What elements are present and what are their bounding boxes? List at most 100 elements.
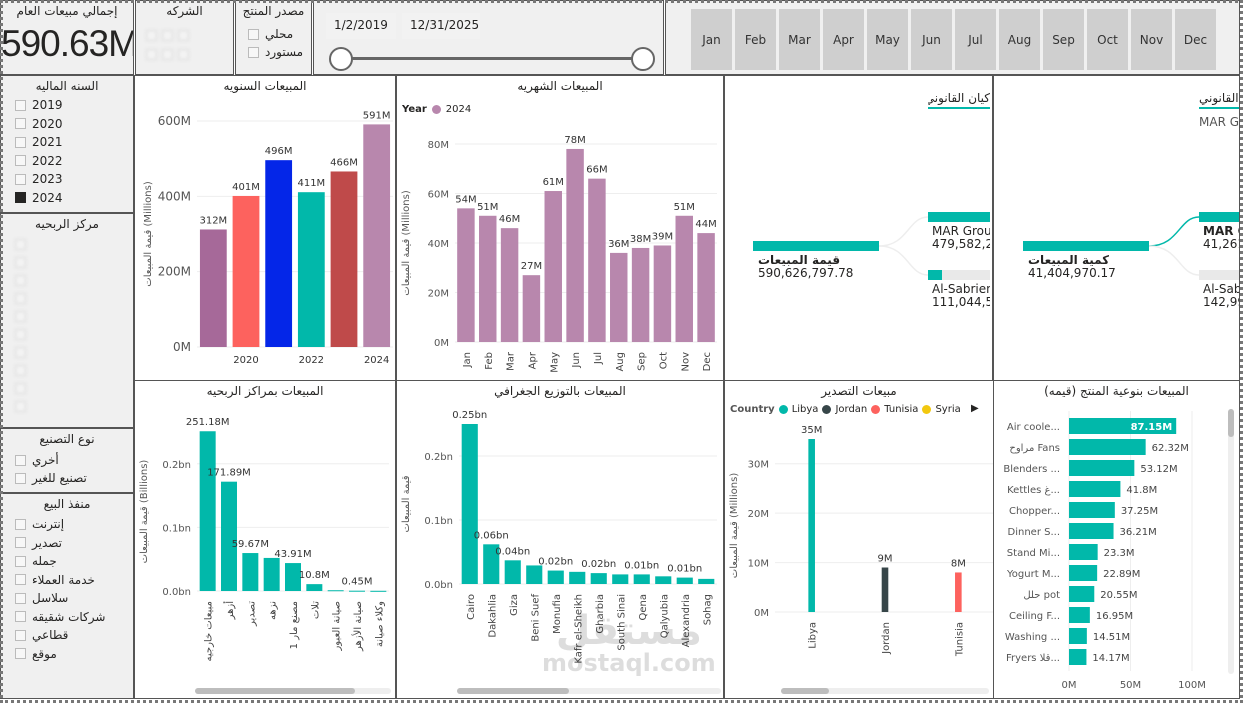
bar-وكلاء صيانة[interactable] bbox=[370, 590, 387, 592]
month-button-jul[interactable]: Jul bbox=[955, 9, 996, 70]
outlet-item[interactable]: إنترنت bbox=[15, 515, 64, 533]
bar-صيانة العبور[interactable] bbox=[327, 590, 344, 592]
bar-Qena[interactable] bbox=[633, 574, 650, 584]
checkbox[interactable] bbox=[15, 173, 26, 185]
bar-Kafr el-Sheikh[interactable] bbox=[569, 571, 586, 584]
bar-Yogurt M...[interactable] bbox=[1069, 565, 1098, 581]
bar-حلل pot[interactable] bbox=[1069, 586, 1095, 602]
bar-Beni Suef[interactable] bbox=[526, 565, 543, 584]
year-item-2020[interactable]: 2020 bbox=[15, 115, 63, 133]
legend-item[interactable]: Jordan bbox=[835, 404, 868, 415]
outlet-item[interactable]: تصدير bbox=[15, 534, 62, 552]
bar-Fryers قلا...[interactable] bbox=[1069, 649, 1087, 665]
manufacturing-item-contract[interactable]: تصنيع للغير bbox=[15, 469, 87, 487]
bar-Ceiling F...[interactable] bbox=[1069, 607, 1090, 623]
bar-مراوح Fans[interactable] bbox=[1069, 439, 1146, 455]
horizontal-scrollbar[interactable] bbox=[781, 688, 989, 694]
bar-Jun[interactable] bbox=[566, 148, 584, 342]
outlet-item[interactable]: قطاعي bbox=[15, 626, 68, 644]
end-date-input[interactable]: 12/31/2025 bbox=[402, 13, 480, 39]
bar-2020[interactable] bbox=[232, 195, 260, 347]
bar-Monufia[interactable] bbox=[547, 570, 564, 584]
month-button-sep[interactable]: Sep bbox=[1043, 9, 1084, 70]
legend-item[interactable]: Syria bbox=[935, 404, 961, 415]
checkbox[interactable] bbox=[15, 537, 26, 548]
checkbox[interactable] bbox=[248, 28, 259, 40]
checkbox[interactable] bbox=[15, 555, 26, 567]
vertical-scrollbar[interactable] bbox=[1228, 409, 1234, 674]
legend-item[interactable]: 2024 bbox=[445, 104, 472, 115]
outlet-item[interactable]: سلاسل bbox=[15, 589, 68, 607]
bar-Kettles غ...[interactable] bbox=[1069, 481, 1121, 497]
outlet-item[interactable]: جمله bbox=[15, 552, 57, 570]
month-button-jun[interactable]: Jun bbox=[911, 9, 952, 70]
checkbox[interactable] bbox=[15, 329, 26, 340]
decomposition-tree-quantity[interactable]: القانوني MAR Gr كمية المبيعات 41,404,970.17… bbox=[993, 75, 1240, 381]
checkbox[interactable] bbox=[15, 472, 26, 484]
bar-صيانة الأزهر[interactable] bbox=[349, 590, 365, 592]
checkbox[interactable] bbox=[15, 574, 26, 585]
checkbox[interactable] bbox=[15, 257, 26, 268]
bar-Blenders ...[interactable] bbox=[1069, 460, 1135, 476]
month-button-dec[interactable]: Dec bbox=[1175, 9, 1216, 70]
bar-2019[interactable] bbox=[199, 229, 227, 347]
bar-2024[interactable] bbox=[363, 124, 391, 347]
bar-Alexandria[interactable] bbox=[676, 577, 693, 584]
bar-Feb[interactable] bbox=[479, 215, 497, 342]
checkbox[interactable] bbox=[15, 592, 26, 604]
legend-item[interactable]: Tunisia bbox=[884, 404, 919, 415]
bar-Jordan[interactable] bbox=[881, 567, 889, 612]
bar-Mar[interactable] bbox=[500, 228, 519, 342]
month-button-feb[interactable]: Feb bbox=[735, 9, 776, 70]
year-item-2023[interactable]: 2023 bbox=[15, 170, 63, 188]
outlet-item[interactable]: موقع bbox=[15, 645, 57, 663]
checkbox[interactable] bbox=[15, 365, 26, 376]
outlet-item[interactable]: خدمة العملاء bbox=[15, 571, 95, 589]
year-item-2021[interactable]: 2021 bbox=[15, 133, 63, 151]
month-button-mar[interactable]: Mar bbox=[779, 9, 820, 70]
bar-Gharbia[interactable] bbox=[590, 573, 607, 584]
bar-أزهر[interactable] bbox=[221, 481, 237, 591]
month-button-oct[interactable]: Oct bbox=[1087, 9, 1128, 70]
bar-May[interactable] bbox=[544, 191, 562, 342]
manufacturing-item-other[interactable]: أخري bbox=[15, 451, 59, 469]
bar-Qalyubia[interactable] bbox=[655, 576, 672, 584]
bar-نزهه[interactable] bbox=[263, 557, 280, 591]
root-bar[interactable] bbox=[753, 241, 879, 251]
level-title[interactable]: القانوني bbox=[1199, 91, 1239, 109]
month-button-apr[interactable]: Apr bbox=[823, 9, 864, 70]
year-item-2024[interactable]: 2024 bbox=[15, 189, 63, 207]
month-button-aug[interactable]: Aug bbox=[999, 9, 1040, 70]
legend-item[interactable]: Libya bbox=[791, 404, 819, 415]
month-button-nov[interactable]: Nov bbox=[1131, 9, 1172, 70]
checkbox[interactable] bbox=[15, 275, 26, 286]
horizontal-scrollbar[interactable] bbox=[195, 688, 391, 694]
bar-Aug[interactable] bbox=[610, 252, 628, 342]
checkbox[interactable] bbox=[15, 629, 26, 641]
checkbox[interactable] bbox=[15, 383, 26, 394]
bar-Air coole...[interactable] bbox=[1069, 418, 1177, 434]
checkbox[interactable] bbox=[15, 192, 26, 203]
bar-تلات[interactable] bbox=[306, 584, 323, 591]
child-bar[interactable] bbox=[1199, 212, 1239, 222]
company-slicer-items[interactable] bbox=[146, 25, 190, 63]
checkbox[interactable] bbox=[15, 648, 26, 659]
bar-Dinner S...[interactable] bbox=[1069, 523, 1114, 539]
end-date-handle[interactable] bbox=[631, 47, 655, 71]
year-item-2019[interactable]: 2019 bbox=[15, 96, 63, 114]
bar-Dakahlia[interactable] bbox=[483, 544, 500, 584]
bar-Jul[interactable] bbox=[588, 178, 606, 342]
checkbox[interactable] bbox=[15, 454, 26, 466]
outlet-item[interactable]: شركات شقيقه bbox=[15, 608, 105, 626]
bar-Washing ...[interactable] bbox=[1069, 628, 1087, 644]
year-item-2022[interactable]: 2022 bbox=[15, 152, 63, 170]
bar-Dec[interactable] bbox=[697, 233, 715, 342]
bar-Nov[interactable] bbox=[675, 215, 693, 342]
checkbox[interactable] bbox=[15, 293, 26, 304]
checkbox[interactable] bbox=[15, 401, 26, 412]
month-button-may[interactable]: May bbox=[867, 9, 908, 70]
date-range-track[interactable] bbox=[342, 57, 644, 60]
bar-مصنع مار 1[interactable] bbox=[285, 563, 301, 591]
checkbox[interactable] bbox=[15, 136, 26, 148]
bar-Tunisia[interactable] bbox=[955, 572, 962, 612]
